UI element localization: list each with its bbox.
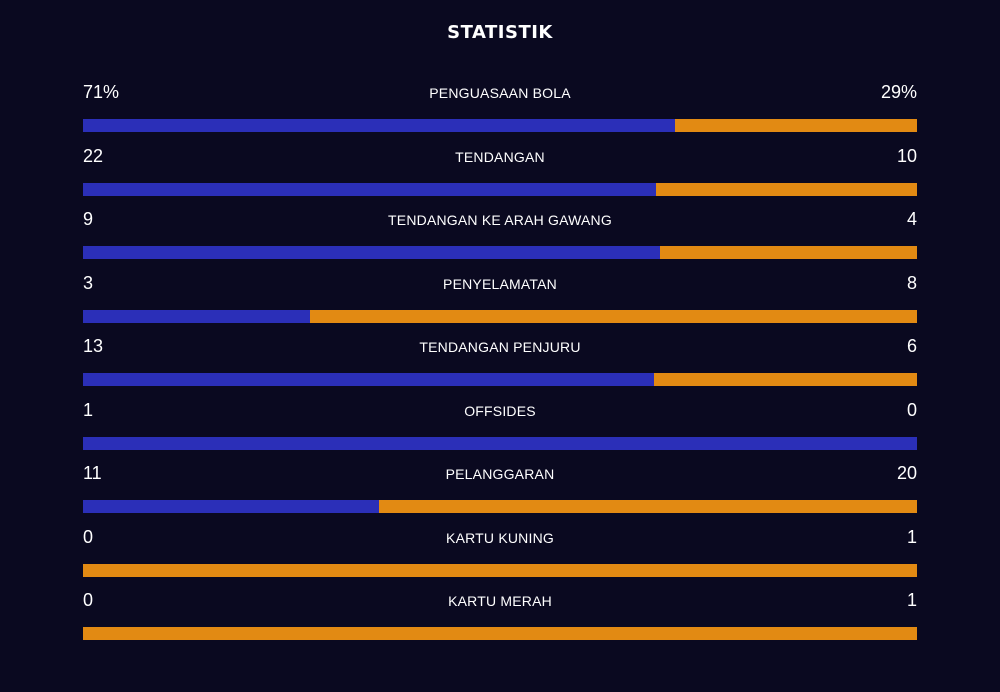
home-value: 0 (83, 526, 94, 547)
stat-row-saves: 3 PENYELAMATAN 8 (83, 271, 917, 335)
stat-label: KARTU KUNING (446, 529, 554, 546)
home-value: 9 (83, 209, 94, 229)
home-value: 71% (83, 82, 120, 102)
away-value: 1 (906, 526, 917, 547)
stat-header: 13 TENDANGAN PENJURU 6 (83, 334, 917, 362)
home-value: 13 (83, 336, 104, 356)
away-bar-fill (83, 563, 917, 577)
home-value: 0 (83, 590, 94, 610)
away-bar-fill (378, 500, 917, 513)
stat-row-yellow-cards: 0 KARTU KUNING 1 (83, 525, 917, 589)
stat-header: 11 PELANGGARAN 20 (83, 461, 917, 489)
comparison-bar (83, 627, 917, 640)
stat-row-possession: 71% PENGUASAAN BOLA 29% (83, 80, 917, 144)
home-value: 3 (83, 272, 94, 293)
stat-label: PENGUASAAN BOLA (429, 85, 571, 101)
stat-row-shots: 22 TENDANGAN 10 (83, 144, 917, 208)
stat-label: PELANGGARAN (445, 466, 555, 482)
stat-row-red-cards: 0 KARTU MERAH 1 (83, 588, 917, 652)
stat-label: KARTU MERAH (448, 593, 552, 609)
home-bar-fill (83, 373, 654, 386)
away-value: 0 (906, 399, 917, 420)
comparison-bar (83, 563, 917, 577)
stat-label: TENDANGAN PENJURU (419, 339, 581, 355)
home-value: 1 (83, 399, 94, 420)
stat-label: PENYELAMATAN (443, 275, 557, 292)
home-bar-fill (83, 436, 917, 450)
home-value: 11 (83, 463, 102, 483)
comparison-bar (83, 373, 917, 386)
stat-label: TENDANGAN (455, 148, 545, 165)
stat-header: 1 OFFSIDES 0 (83, 398, 917, 426)
away-value: 8 (906, 272, 917, 293)
away-bar-fill (83, 627, 917, 640)
away-bar-fill (675, 119, 917, 132)
stat-header: 3 PENYELAMATAN 8 (83, 271, 917, 299)
stat-row-corners: 13 TENDANGAN PENJURU 6 (83, 334, 917, 398)
comparison-bar (83, 182, 917, 196)
away-value: 4 (906, 209, 917, 229)
away-bar-fill (660, 246, 917, 259)
stat-row-fouls: 11 PELANGGARAN 20 (83, 461, 917, 525)
comparison-bar (83, 119, 917, 132)
stat-header: 71% PENGUASAAN BOLA 29% (83, 80, 917, 108)
stat-header: 0 KARTU KUNING 1 (83, 525, 917, 553)
home-bar-fill (83, 246, 661, 259)
away-value: 1 (906, 590, 917, 610)
comparison-bar (83, 500, 917, 513)
stat-header: 22 TENDANGAN 10 (83, 144, 917, 172)
stat-header: 0 KARTU MERAH 1 (83, 588, 917, 616)
away-value: 6 (906, 336, 917, 356)
comparison-bar (83, 246, 917, 259)
page-title: STATISTIK (447, 22, 553, 43)
stat-header: 9 TENDANGAN KE ARAH GAWANG 4 (83, 207, 917, 235)
home-bar-fill (83, 500, 379, 513)
home-value: 22 (83, 145, 104, 166)
home-bar-fill (83, 309, 311, 323)
home-bar-fill (83, 119, 676, 132)
away-bar-fill (310, 309, 917, 323)
stat-label: OFFSIDES (464, 402, 536, 419)
away-value: 10 (896, 145, 917, 166)
comparison-bar (83, 436, 917, 450)
stat-label: TENDANGAN KE ARAH GAWANG (388, 212, 612, 228)
away-bar-fill (656, 182, 917, 196)
comparison-bar (83, 309, 917, 323)
stats-list: 71% PENGUASAAN BOLA 29% 22 TENDANGAN 10 (83, 80, 917, 652)
away-bar-fill (653, 373, 917, 386)
stat-row-shots-on-target: 9 TENDANGAN KE ARAH GAWANG 4 (83, 207, 917, 271)
home-bar-fill (83, 182, 657, 196)
stat-row-offsides: 1 OFFSIDES 0 (83, 398, 917, 462)
away-value: 20 (896, 463, 917, 483)
away-value: 29% (880, 82, 917, 102)
